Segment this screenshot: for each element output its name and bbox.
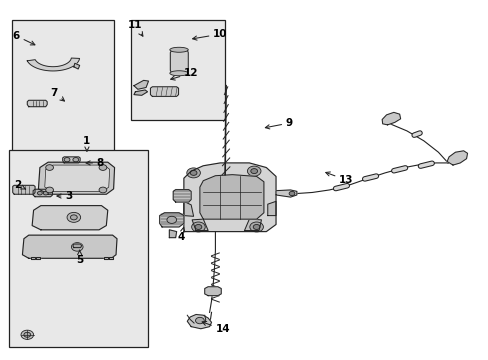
Polygon shape (170, 50, 188, 73)
Circle shape (250, 168, 257, 174)
Polygon shape (134, 80, 148, 89)
Circle shape (195, 318, 204, 324)
Circle shape (24, 332, 31, 337)
Polygon shape (27, 100, 47, 107)
Text: 6: 6 (13, 31, 35, 45)
Polygon shape (22, 235, 117, 258)
Polygon shape (32, 206, 107, 230)
Polygon shape (150, 87, 178, 96)
Polygon shape (36, 257, 40, 259)
Text: 4: 4 (178, 227, 185, 242)
Polygon shape (267, 201, 275, 216)
Circle shape (21, 330, 34, 339)
FancyBboxPatch shape (130, 20, 224, 120)
Text: 5: 5 (76, 251, 83, 265)
Polygon shape (27, 58, 80, 71)
Text: 12: 12 (170, 68, 198, 80)
Circle shape (191, 222, 205, 232)
Polygon shape (134, 90, 147, 95)
Circle shape (43, 192, 48, 195)
Circle shape (70, 215, 77, 220)
Circle shape (73, 158, 79, 162)
Circle shape (38, 192, 42, 195)
Circle shape (249, 222, 263, 232)
Circle shape (71, 243, 83, 251)
Circle shape (45, 187, 53, 193)
Polygon shape (382, 112, 400, 125)
FancyBboxPatch shape (9, 150, 147, 347)
Polygon shape (275, 190, 296, 197)
Text: 14: 14 (202, 321, 229, 334)
Polygon shape (33, 189, 52, 197)
Polygon shape (13, 185, 35, 194)
Text: 2: 2 (14, 180, 25, 190)
Text: 10: 10 (192, 29, 227, 40)
Polygon shape (108, 257, 112, 259)
Polygon shape (39, 162, 114, 194)
Circle shape (67, 212, 81, 222)
Polygon shape (159, 213, 183, 227)
Polygon shape (169, 230, 176, 238)
Text: 8: 8 (86, 158, 103, 168)
Text: 3: 3 (57, 191, 72, 201)
Circle shape (99, 187, 106, 193)
Polygon shape (187, 315, 211, 329)
Polygon shape (192, 219, 208, 230)
Ellipse shape (169, 47, 188, 52)
Circle shape (186, 168, 200, 178)
Circle shape (288, 192, 294, 195)
Text: 13: 13 (325, 172, 353, 185)
Text: 7: 7 (50, 88, 64, 101)
Circle shape (195, 225, 202, 229)
Polygon shape (183, 201, 193, 216)
Text: 9: 9 (265, 118, 292, 129)
Circle shape (64, 158, 70, 162)
Circle shape (45, 165, 53, 170)
Ellipse shape (169, 71, 188, 76)
Polygon shape (446, 151, 467, 165)
Polygon shape (183, 163, 275, 231)
Circle shape (99, 165, 106, 170)
Text: 1: 1 (83, 136, 90, 151)
Polygon shape (45, 165, 109, 192)
Polygon shape (204, 287, 221, 296)
Polygon shape (173, 190, 191, 202)
Polygon shape (244, 219, 261, 230)
Circle shape (190, 170, 197, 175)
Polygon shape (200, 175, 264, 219)
Polygon shape (103, 257, 107, 259)
Polygon shape (73, 244, 81, 248)
Polygon shape (31, 257, 35, 259)
Circle shape (253, 225, 260, 229)
Polygon shape (74, 63, 80, 69)
Circle shape (247, 166, 261, 176)
FancyBboxPatch shape (12, 20, 113, 155)
Polygon shape (62, 157, 80, 163)
Circle shape (166, 216, 176, 224)
Text: 11: 11 (128, 20, 142, 36)
